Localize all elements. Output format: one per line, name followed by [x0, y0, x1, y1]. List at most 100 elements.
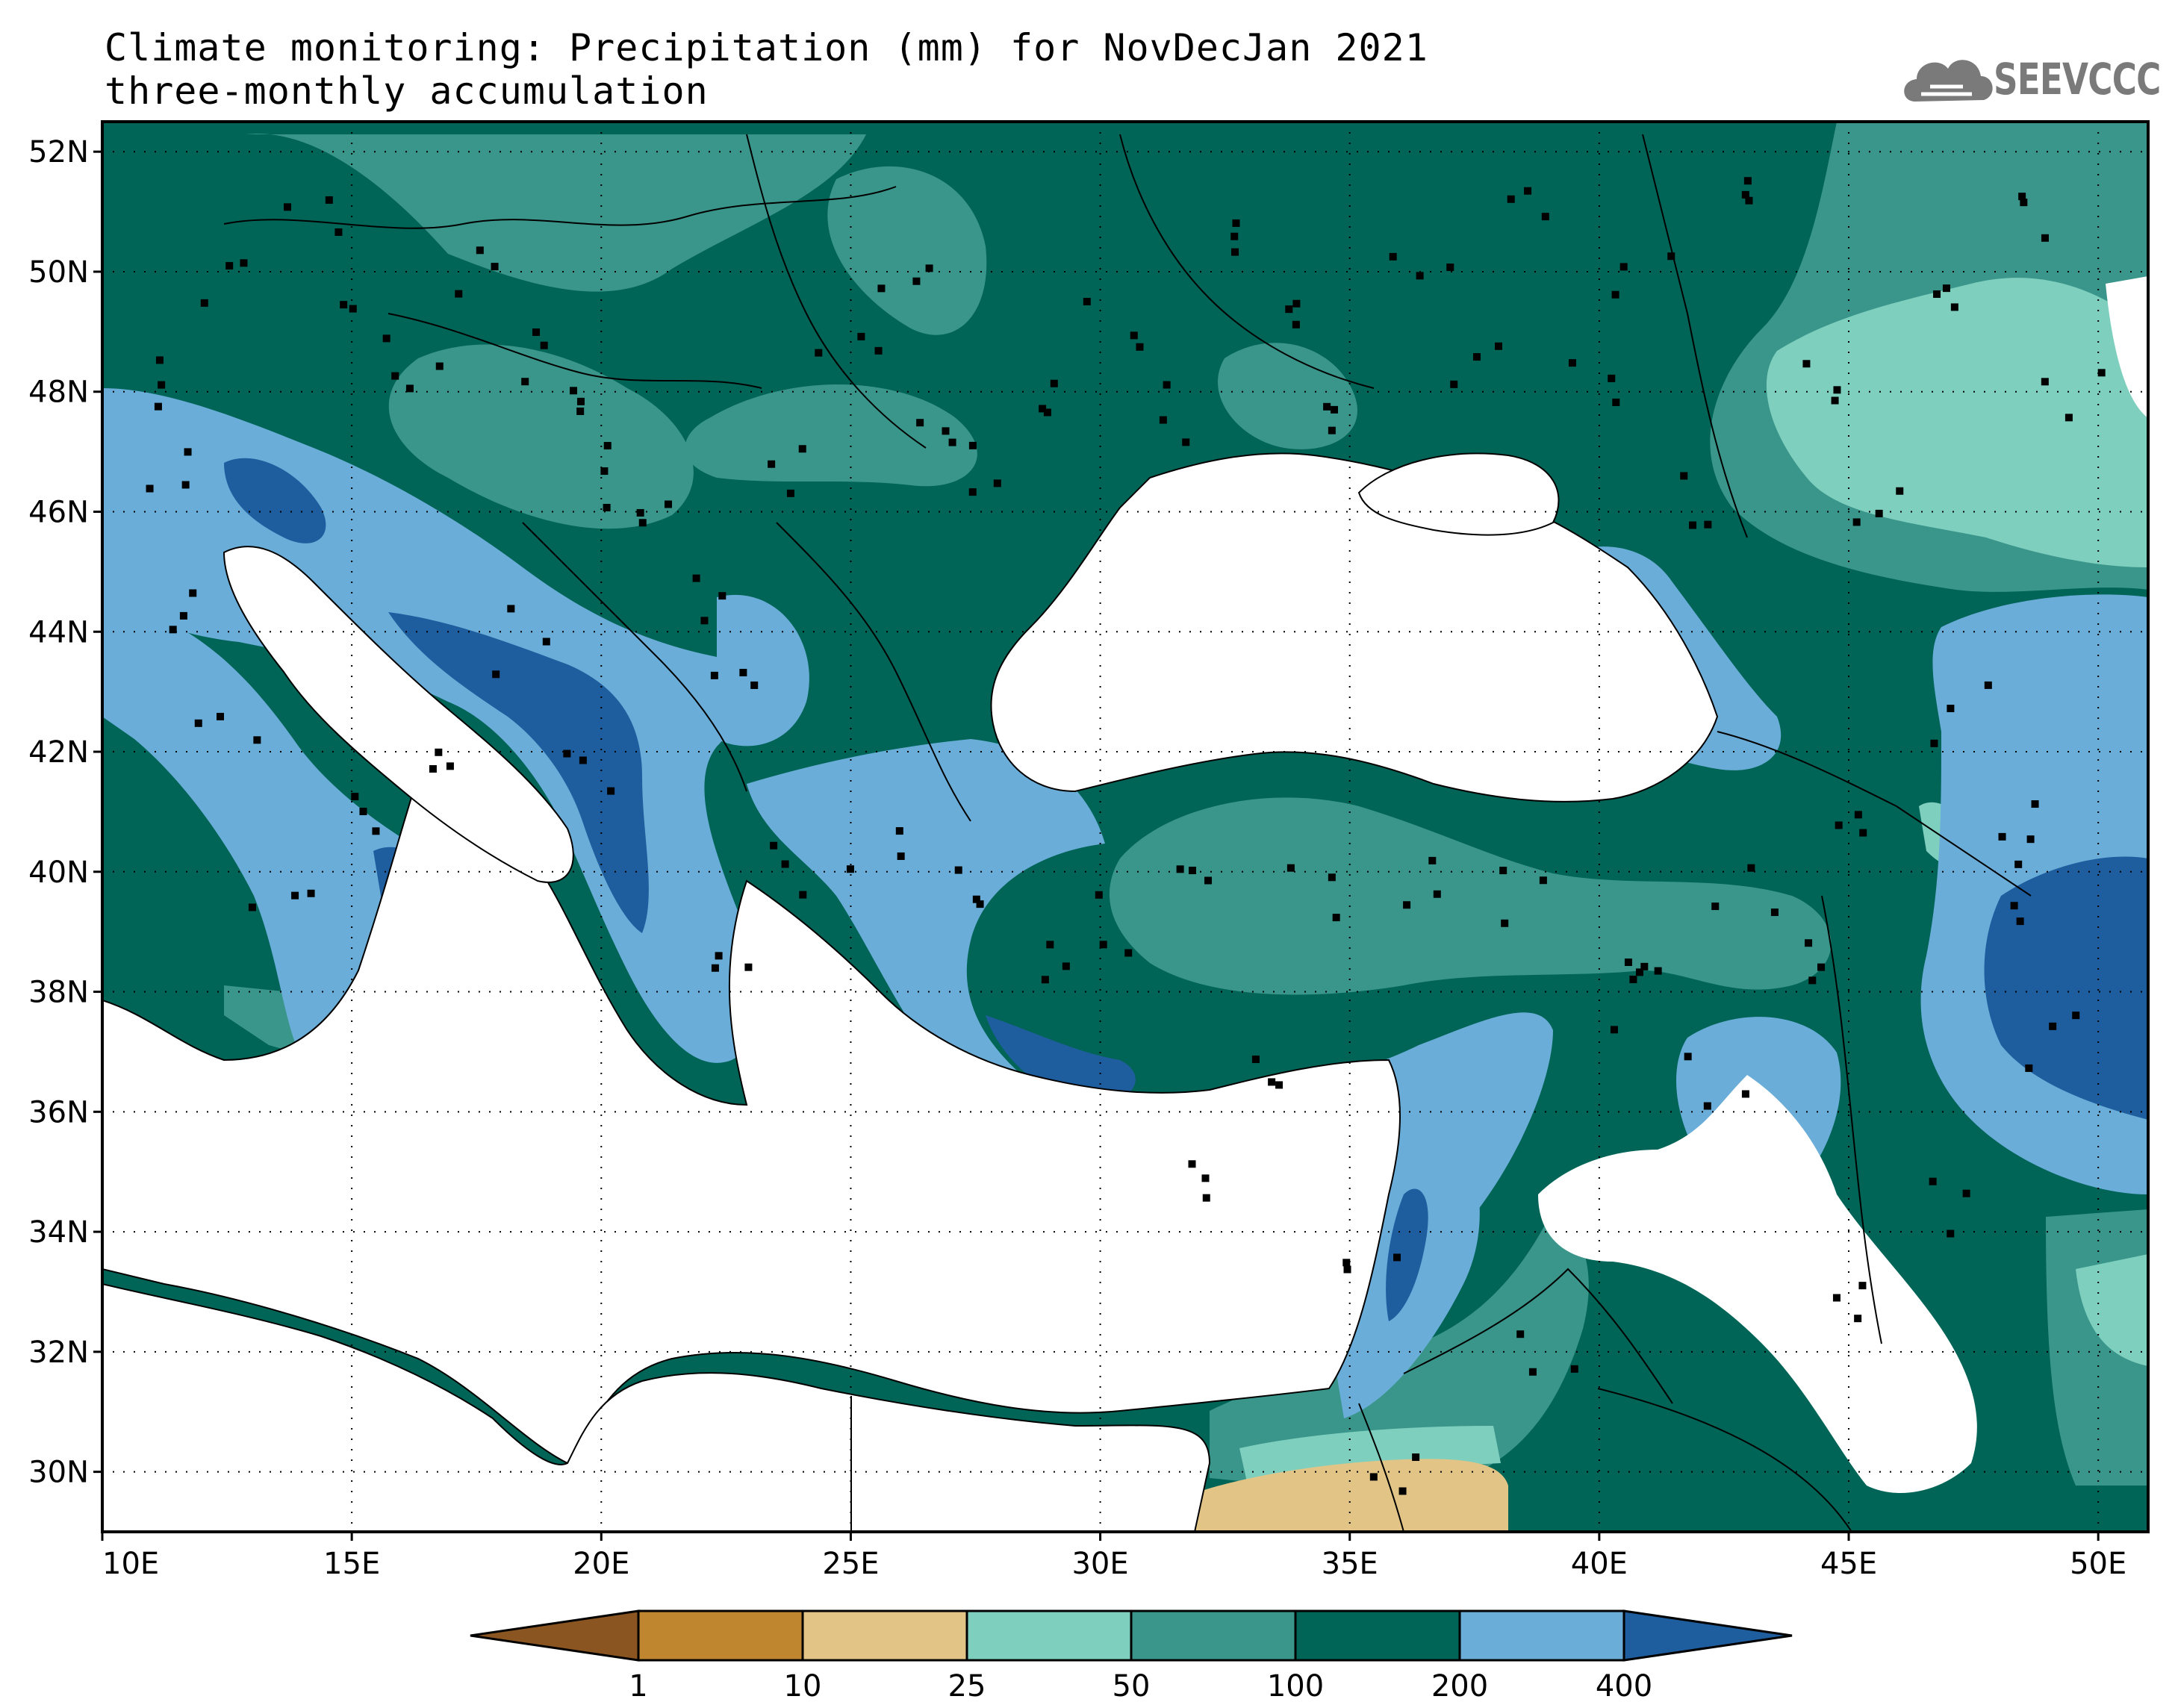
station-marker [1433, 890, 1441, 898]
station-marker [532, 328, 541, 336]
station-marker [194, 719, 202, 727]
station-marker [1083, 298, 1091, 306]
station-marker [1802, 360, 1811, 368]
station-marker [1539, 876, 1547, 885]
station-marker [636, 508, 644, 517]
station-marker [189, 589, 197, 597]
station-marker [372, 827, 380, 835]
colorbar-segment [1294, 1609, 1461, 1662]
station-marker [1495, 342, 1503, 350]
lon-tick-label: 50E [2070, 1547, 2126, 1581]
chart-title: Climate monitoring: Precipitation (mm) f… [105, 26, 1428, 69]
colorbar-above-arrow [1622, 1609, 1793, 1662]
station-marker [169, 626, 177, 634]
lat-tick-label: 42N [28, 735, 89, 770]
station-marker [1831, 396, 1839, 405]
station-marker [1041, 976, 1049, 984]
station-marker [1684, 1053, 1692, 1061]
station-marker [2041, 234, 2049, 242]
station-marker [874, 346, 883, 355]
station-marker [744, 963, 753, 971]
station-marker [603, 503, 611, 511]
lat-tick-label: 32N [28, 1335, 89, 1370]
station-marker [540, 341, 548, 349]
station-marker [1747, 864, 1755, 872]
station-marker [2041, 378, 2049, 386]
station-marker [846, 865, 854, 873]
station-marker [1654, 967, 1662, 975]
station-marker [1403, 901, 1411, 909]
station-marker [770, 841, 778, 850]
station-marker [158, 381, 166, 389]
station-marker [1852, 518, 1861, 526]
station-marker [1947, 705, 1955, 713]
station-marker [429, 764, 437, 773]
lon-tick-label: 15E [323, 1547, 380, 1581]
station-marker [1704, 520, 1712, 529]
station-marker [563, 749, 571, 758]
station-marker [897, 852, 905, 860]
station-marker [1524, 187, 1532, 195]
station-marker [1610, 1026, 1618, 1034]
station-marker [1929, 1177, 1937, 1185]
lon-tick-label: 20E [573, 1547, 629, 1581]
precip-area-central-europe-teal [388, 344, 694, 529]
station-marker [1398, 1487, 1407, 1495]
station-marker [942, 427, 950, 435]
colorbar-label: 50 [1113, 1669, 1151, 1704]
station-marker [340, 301, 348, 309]
precip-area-volga-lightteal [1766, 278, 2148, 567]
station-marker [1859, 829, 1867, 837]
station-marker [1570, 1365, 1578, 1373]
precip-area-gulf-lightteal [2076, 1254, 2148, 1366]
station-marker [1232, 219, 1240, 227]
station-marker [1808, 976, 1817, 985]
station-marker [1667, 252, 1675, 261]
lon-tick-label: 45E [1820, 1547, 1877, 1581]
station-marker [1323, 402, 1331, 411]
station-marker [1189, 867, 1197, 875]
station-marker [2016, 917, 2024, 926]
station-marker [446, 762, 454, 770]
station-marker [1369, 1473, 1378, 1481]
station-marker [184, 448, 192, 456]
station-marker [1854, 1315, 1862, 1323]
station-marker [325, 196, 333, 204]
station-marker [1619, 263, 1628, 271]
station-marker [382, 334, 390, 343]
station-marker [968, 441, 977, 449]
station-marker [2049, 1022, 2057, 1030]
station-marker [1703, 1102, 1711, 1110]
station-marker [1450, 380, 1458, 388]
station-marker [710, 671, 718, 679]
lat-tick-label: 44N [28, 615, 89, 649]
precip-area-levant-teal [1210, 1209, 1589, 1487]
station-marker [1428, 856, 1437, 864]
colorbar-segment [965, 1609, 1133, 1662]
latitude-axis: 30N 32N 34N 36N 38N 40N 42N 44N 46N 48N 50N 52N [28, 135, 102, 1490]
station-marker [1711, 903, 1720, 911]
station-marker [815, 349, 823, 357]
station-marker [750, 681, 759, 689]
station-marker [1342, 1259, 1351, 1267]
precip-area-turkey-south-darkblue [986, 1015, 1136, 1105]
station-marker [1389, 252, 1397, 261]
station-marker [739, 668, 747, 676]
station-marker [1516, 1330, 1525, 1338]
station-marker [2010, 902, 2018, 910]
station-marker [607, 787, 615, 795]
station-marker [1743, 177, 1752, 185]
station-marker [1741, 1090, 1749, 1098]
precip-area-balkan-lightblue [717, 594, 809, 747]
caspian-nodata [2106, 276, 2148, 418]
station-marker [1130, 331, 1138, 340]
station-marker [2097, 369, 2106, 377]
station-marker [954, 866, 962, 874]
precip-area-sinai-sand [1195, 1459, 1508, 1532]
colorbar-label: 200 [1431, 1669, 1488, 1704]
colorbar-segment [1130, 1609, 1297, 1662]
precip-area-negev-lightteal [1239, 1426, 1501, 1482]
station-marker [1950, 303, 1958, 311]
lat-tick-label: 50N [28, 255, 89, 290]
